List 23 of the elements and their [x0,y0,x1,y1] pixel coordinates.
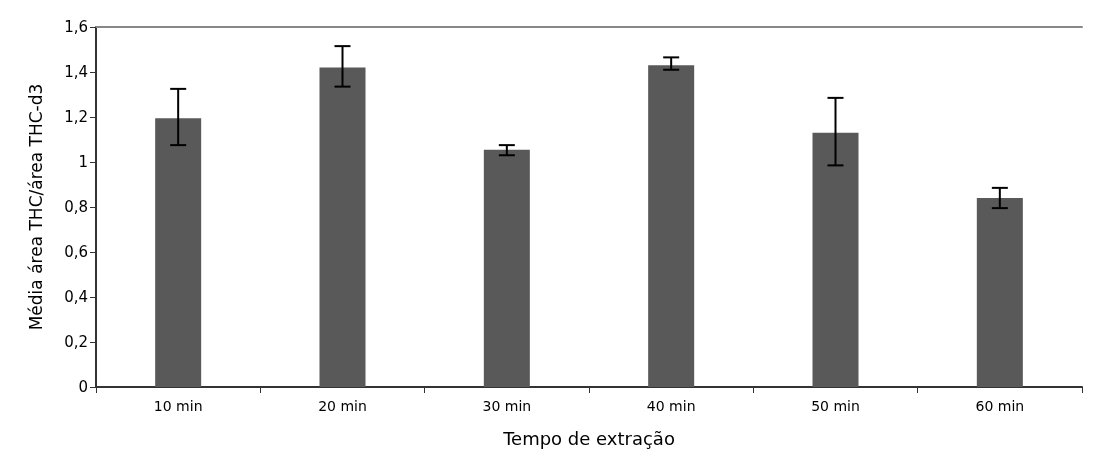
x-tick-label: 40 min [646,398,696,414]
y-tick-label: 1,2 [64,108,88,126]
x-tick-label: 60 min [975,398,1025,414]
y-axis-title: Média área THC/área THC-d3 [25,83,46,331]
y-tick-label: 0,2 [64,333,88,351]
y-tick-label: 1,4 [64,63,88,81]
y-tick-label: 0,4 [64,288,88,306]
bar [155,118,202,387]
x-tick-label: 20 min [318,398,367,414]
bar [319,67,366,387]
bar [976,198,1023,387]
bar [648,65,695,387]
y-tick-label: 0,8 [64,198,88,216]
bar [483,149,530,387]
y-tick-label: 1,6 [64,18,88,36]
y-tick-label: 0,6 [64,243,88,261]
x-tick-label: 30 min [482,398,532,414]
y-tick-label: 0 [78,378,88,396]
x-axis-title: Tempo de extração [502,427,675,449]
bar [812,132,859,387]
x-tick-label: 10 min [153,398,203,414]
x-tick-label: 50 min [811,398,860,414]
y-tick-label: 1 [78,153,88,171]
